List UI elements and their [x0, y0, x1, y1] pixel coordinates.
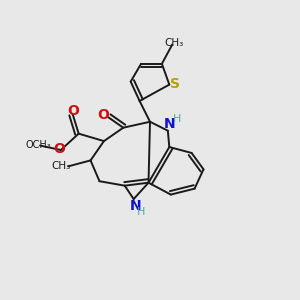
Text: O: O	[97, 108, 109, 122]
Text: CH₃: CH₃	[164, 38, 183, 48]
Text: N: N	[164, 117, 175, 131]
Text: H: H	[137, 206, 145, 217]
Text: H: H	[172, 114, 181, 124]
Text: O: O	[53, 142, 65, 156]
Text: CH₃: CH₃	[51, 161, 70, 171]
Text: OCH₃: OCH₃	[26, 140, 51, 150]
Text: O: O	[68, 104, 80, 118]
Text: S: S	[170, 77, 180, 91]
Text: N: N	[129, 200, 141, 214]
